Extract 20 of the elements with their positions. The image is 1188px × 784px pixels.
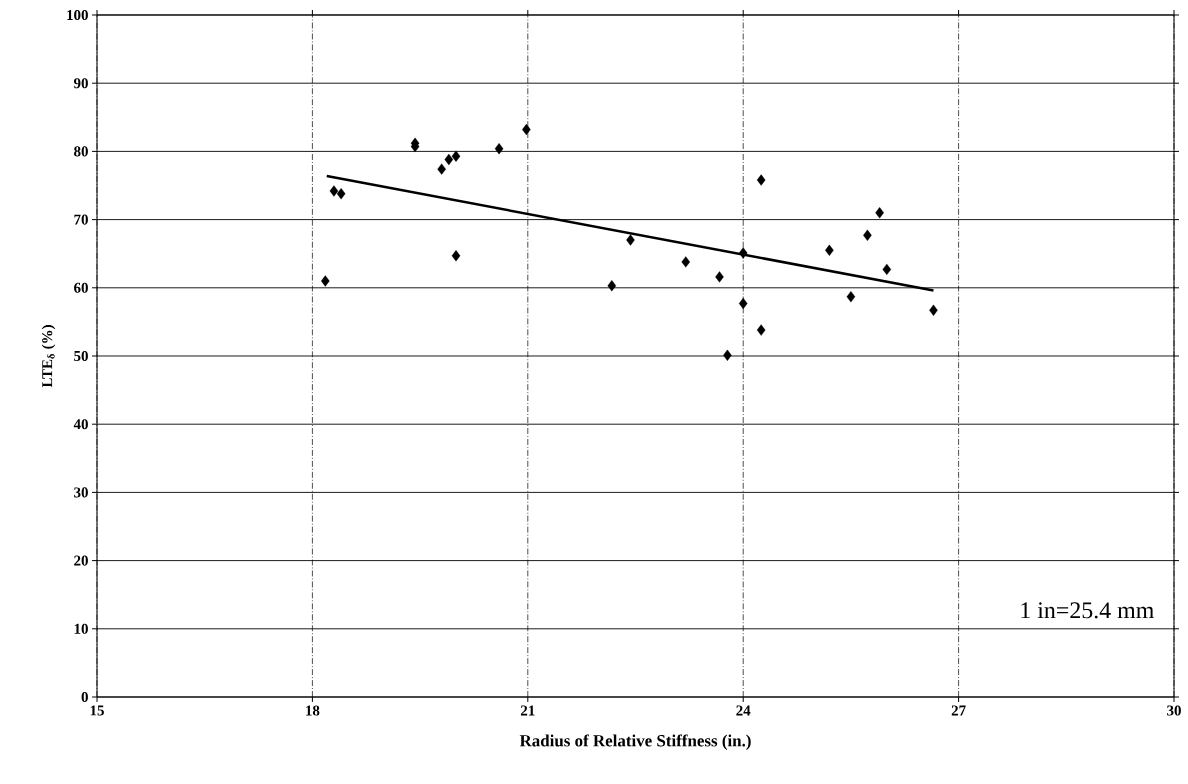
y-tick-label: 100: [67, 9, 88, 21]
y-tick-label: 90: [73, 78, 88, 89]
x-tick-label: 27: [951, 705, 966, 716]
y-tick-label: 30: [74, 487, 88, 498]
y-tick-label: 80: [74, 146, 88, 157]
x-axis-title: Radius of Relative Stiffness (in.): [519, 734, 751, 750]
y-tick-label: 60: [74, 282, 88, 293]
y-tick-label: 40: [73, 419, 88, 430]
y-tick-label: 0: [81, 691, 88, 703]
y-axis-title: LTE$_{δ}$ (%): [41, 325, 56, 388]
y-tick-label: 50: [74, 350, 88, 362]
x-tick-label: 30: [1167, 705, 1181, 716]
x-tick-label: 24: [736, 705, 751, 716]
x-tick-label: 18: [306, 705, 320, 716]
y-tick-label: 10: [74, 623, 88, 634]
x-tick-label: 15: [90, 705, 104, 716]
y-tick-label: 70: [74, 214, 88, 225]
y-tick-label: 20: [74, 555, 88, 566]
x-tick-label: 21: [520, 705, 535, 716]
annotation: 1 in=25.4 mm: [1021, 602, 1154, 619]
